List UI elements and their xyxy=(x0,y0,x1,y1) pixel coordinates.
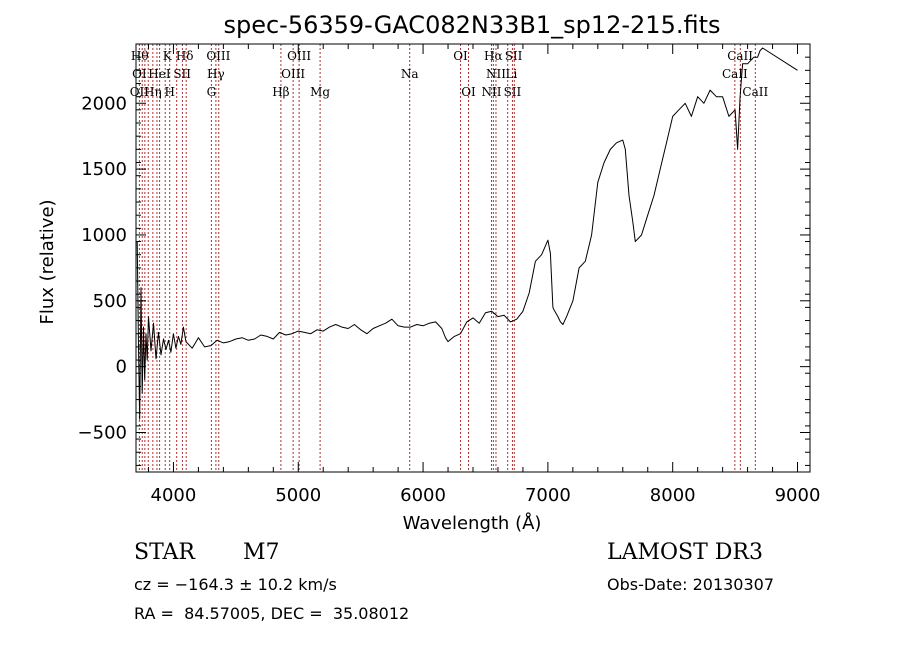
line-label: Hθ xyxy=(131,49,149,63)
y-tick-label: 1000 xyxy=(81,225,127,246)
object-subclass: M7 xyxy=(243,540,280,565)
y-tick-label: 1500 xyxy=(81,159,127,180)
line-label: CaII xyxy=(742,85,768,99)
line-label: OI xyxy=(132,67,147,81)
line-label: Hβ xyxy=(272,85,289,99)
line-label: CaII xyxy=(722,67,748,81)
x-axis-ticks: 4000 5000 6000 7000 8000 9000 xyxy=(147,44,821,506)
line-label: Hγ xyxy=(207,67,225,81)
plot-frame xyxy=(135,43,811,473)
object-class: STAR xyxy=(134,540,195,565)
y-tick-label: 2000 xyxy=(81,93,127,114)
line-label: K xyxy=(163,49,173,63)
line-label: Mg xyxy=(310,85,330,99)
x-tick-label: 9000 xyxy=(775,485,821,506)
line-label: Hδ xyxy=(176,49,194,63)
line-label: HeI xyxy=(148,67,171,81)
y-axis-label: Flux (relative) xyxy=(37,199,58,324)
line-label: OIII xyxy=(206,49,230,63)
line-label: SII xyxy=(505,49,523,63)
chart-title: spec-56359-GAC082N33B1_sp12-215.fits xyxy=(223,11,720,39)
x-axis-label: Wavelength (Å) xyxy=(403,512,542,534)
line-label: Na xyxy=(401,67,419,81)
coordinates-text: RA = 84.57005, DEC = 35.08012 xyxy=(134,604,410,623)
x-tick-label: 6000 xyxy=(400,485,446,506)
y-tick-label: 500 xyxy=(93,291,127,312)
line-label: Li xyxy=(506,67,518,81)
x-tick-label: 4000 xyxy=(151,485,197,506)
line-marker-group xyxy=(138,44,756,472)
line-label: NII xyxy=(486,67,506,81)
line-label: OIII xyxy=(287,49,311,63)
line-label: OIII xyxy=(281,67,305,81)
line-label: SII xyxy=(173,67,191,81)
y-tick-label: 0 xyxy=(116,357,127,378)
spectrum-line xyxy=(136,47,798,420)
y-axis-ticks: −500 0 500 1000 1500 2000 xyxy=(78,56,810,466)
line-label: Hη xyxy=(144,85,162,99)
x-tick-label: 8000 xyxy=(650,485,696,506)
x-tick-label: 5000 xyxy=(275,485,321,506)
line-label: OI xyxy=(453,49,468,63)
line-label: OII xyxy=(130,85,150,99)
line-label: SII xyxy=(504,85,522,99)
line-label: CaII xyxy=(727,49,753,63)
y-tick-label: −500 xyxy=(78,422,127,443)
obs-date-text: Obs-Date: 20130307 xyxy=(607,575,775,594)
x-tick-label: 7000 xyxy=(525,485,571,506)
line-label: Hα xyxy=(484,49,503,63)
redshift-text: cz = −164.3 ± 10.2 km/s xyxy=(134,575,337,594)
line-label: NII xyxy=(481,85,501,99)
line-label: G xyxy=(207,85,217,99)
survey-name: LAMOST DR3 xyxy=(607,540,763,565)
line-label: OI xyxy=(461,85,476,99)
line-label: H xyxy=(164,85,174,99)
